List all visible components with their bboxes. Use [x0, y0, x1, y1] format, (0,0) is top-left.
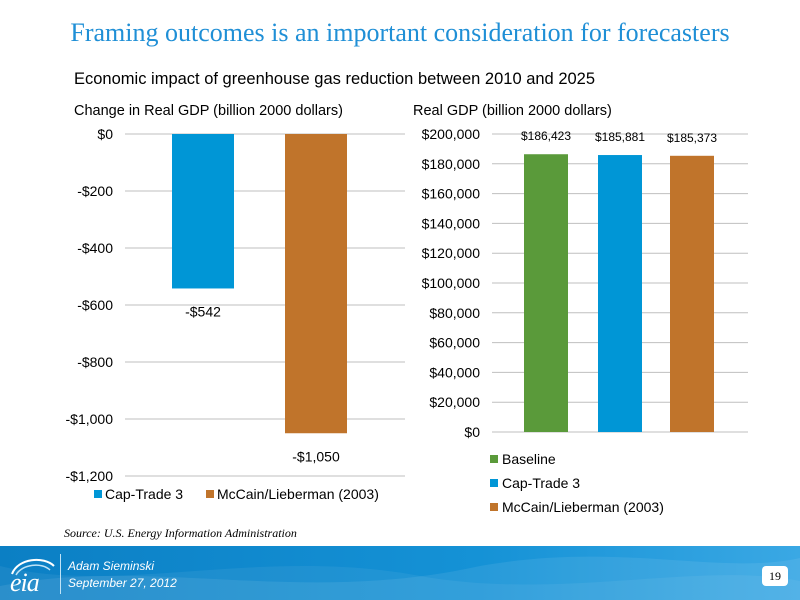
- right-ytick-label-0: $200,000: [422, 126, 481, 142]
- right-legend-swatch-1: [490, 479, 498, 487]
- right-legend-label-2: McCain/Lieberman (2003): [502, 499, 664, 515]
- right-ytick-label-3: $140,000: [422, 215, 481, 231]
- left-ytick-label-1: -$200: [77, 183, 113, 199]
- right-legend-label-0: Baseline: [502, 451, 556, 467]
- charts-canvas: $0 -$200 -$400 -$600 -$800 -$1,000 -$1,200 -$54…: [66, 126, 748, 515]
- right-ytick-label-5: $100,000: [422, 275, 481, 291]
- footer-bar: eia Adam Sieminski September 27, 2012 19: [0, 546, 800, 600]
- eia-logo: eia: [10, 568, 40, 597]
- right-data-label-1: $185,881: [595, 130, 645, 144]
- left-legend-label-0: Cap-Trade 3: [105, 486, 183, 502]
- right-data-label-2: $185,373: [667, 131, 717, 145]
- left-ytick-label-0: $0: [97, 126, 113, 142]
- right-ytick-label-10: $0: [464, 424, 480, 440]
- left-legend-label-1: McCain/Lieberman (2003): [217, 486, 379, 502]
- right-ytick-label-6: $80,000: [429, 305, 480, 321]
- right-ytick-label-8: $40,000: [429, 364, 480, 380]
- right-ytick-label-4: $120,000: [422, 245, 481, 261]
- left-legend-swatch-0: [94, 490, 102, 498]
- left-ytick-label-5: -$1,000: [66, 411, 114, 427]
- footer-wave-decoration: [0, 556, 800, 600]
- presenter-name: Adam Sieminski: [68, 559, 155, 573]
- page-number: 19: [762, 566, 788, 586]
- right-ytick-label-2: $160,000: [422, 186, 481, 202]
- right-bar-0: [524, 154, 568, 432]
- left-ytick-label-4: -$800: [77, 354, 113, 370]
- right-ytick-label-7: $60,000: [429, 335, 480, 351]
- right-bar-1: [598, 155, 642, 433]
- left-bar-1: [285, 134, 347, 434]
- right-bar-2: [670, 155, 714, 432]
- presentation-date: September 27, 2012: [68, 576, 177, 590]
- left-legend-swatch-1: [206, 490, 214, 498]
- right-legend-swatch-0: [490, 455, 498, 463]
- left-ytick-label-6: -$1,200: [66, 468, 114, 484]
- left-chart-title: Change in Real GDP (billion 2000 dollars…: [74, 103, 343, 119]
- left-ytick-label-3: -$600: [77, 297, 113, 313]
- right-ytick-label-1: $180,000: [422, 156, 481, 172]
- right-ytick-label-9: $20,000: [429, 394, 480, 410]
- slide-subtitle: Economic impact of greenhouse gas reduct…: [74, 70, 596, 88]
- right-legend-label-1: Cap-Trade 3: [502, 475, 580, 491]
- slide-title: Framing outcomes is an important conside…: [70, 18, 730, 47]
- left-data-label-0: -$542: [185, 303, 221, 319]
- source-note: Source: U.S. Energy Information Administ…: [64, 526, 297, 540]
- eia-logo-arc-icon: [11, 558, 55, 576]
- footer-divider: [60, 554, 61, 594]
- right-chart-title: Real GDP (billion 2000 dollars): [413, 103, 612, 119]
- right-legend-swatch-2: [490, 503, 498, 511]
- left-data-label-1: -$1,050: [292, 448, 340, 464]
- left-ytick-label-2: -$400: [77, 240, 113, 256]
- right-data-label-0: $186,423: [521, 129, 571, 143]
- left-bar-0: [172, 134, 234, 289]
